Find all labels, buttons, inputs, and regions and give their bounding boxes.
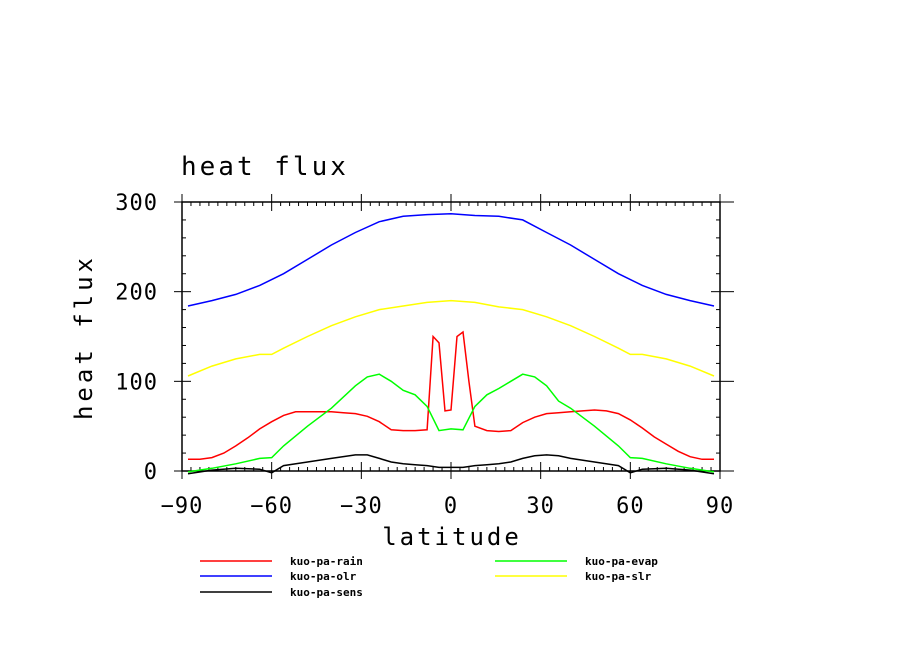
x-axis-label: latitude [382, 523, 522, 551]
series-line-kuo-pa-olr [187, 212, 715, 307]
legend: kuo-pa-rain kuo-pa-olr kuo-pa-sens kuo-pa-e… [200, 555, 658, 599]
legend-item-kuo-pa-slr: kuo-pa-slr [495, 570, 652, 583]
series-line-kuo-pa-sens [187, 454, 715, 475]
legend-label: kuo-pa-olr [290, 570, 357, 583]
legend-label: kuo-pa-evap [585, 555, 658, 568]
legend-item-kuo-pa-rain: kuo-pa-rain [200, 555, 363, 568]
x-tick-label: 30 [526, 494, 555, 519]
legend-item-kuo-pa-sens: kuo-pa-sens [200, 586, 363, 599]
y-tick-label: 200 [115, 281, 158, 306]
y-axis-label: heat flux [70, 254, 98, 420]
plot-border [181, 201, 721, 472]
axis-ticks [174, 194, 734, 479]
x-tick-label: 0 [444, 494, 458, 519]
plot-frame [181, 201, 721, 472]
legend-label: kuo-pa-sens [290, 586, 363, 599]
x-tick-label: 60 [616, 494, 645, 519]
series-line-kuo-pa-evap [187, 373, 715, 473]
legend-item-kuo-pa-olr: kuo-pa-olr [200, 570, 357, 583]
legend-item-kuo-pa-evap: kuo-pa-evap [495, 555, 658, 568]
series-lines [187, 212, 715, 475]
x-tick-label: 90 [706, 494, 735, 519]
legend-label: kuo-pa-rain [290, 555, 363, 568]
y-tick-label: 300 [115, 191, 158, 216]
x-tick-label: −90 [161, 494, 204, 519]
y-tick-label: 0 [144, 460, 158, 485]
chart-title: heat flux [181, 152, 349, 182]
x-tick-label: −60 [250, 494, 293, 519]
series-line-kuo-pa-rain [188, 330, 714, 461]
legend-label: kuo-pa-slr [585, 570, 652, 583]
y-tick-label: 100 [115, 370, 158, 395]
series-line-kuo-pa-slr [187, 299, 715, 377]
x-tick-label: −30 [340, 494, 383, 519]
tick-labels: −90 −60 −30 0 30 60 90 0 100 200 300 [115, 191, 735, 519]
